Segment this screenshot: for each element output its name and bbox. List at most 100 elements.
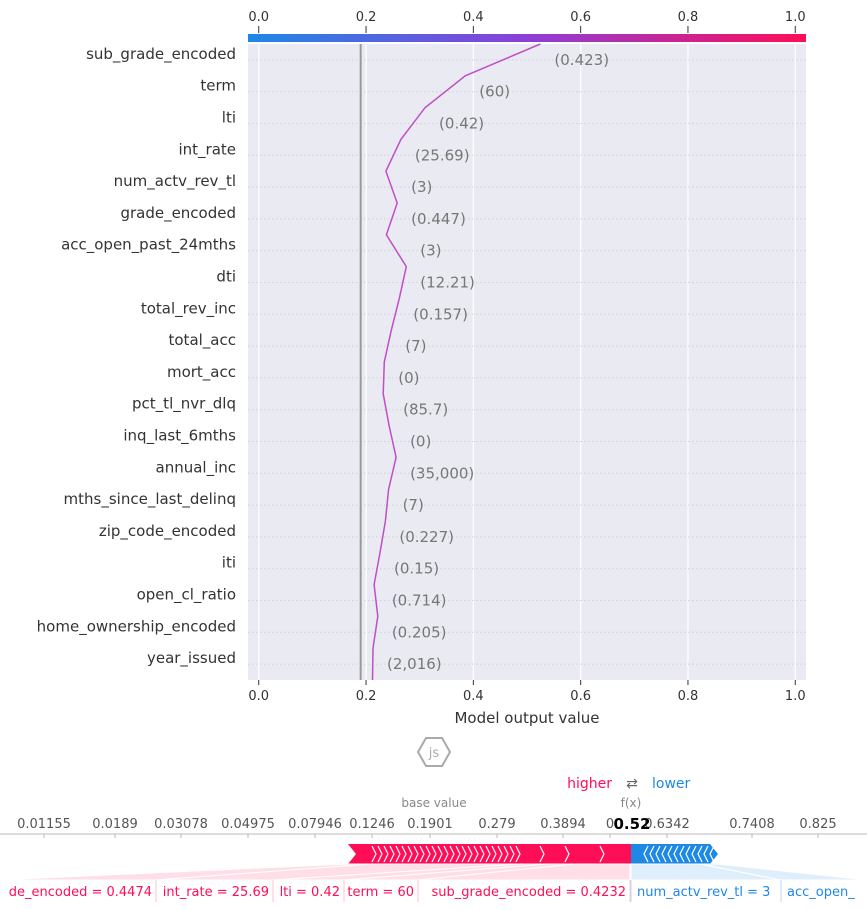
- decision-path: [371, 43, 541, 681]
- feature-value-label: (7): [403, 496, 424, 514]
- positive-chevron: [515, 845, 521, 863]
- negative-chevron: [679, 845, 685, 863]
- positive-chevron: [455, 845, 461, 863]
- positive-chevron: [419, 845, 425, 863]
- top-tick-label: 0.0: [248, 10, 269, 25]
- positive-chevron: [401, 845, 407, 863]
- positive-chevron: [443, 845, 449, 863]
- force-axis-tick-label: 0.1246: [349, 817, 395, 832]
- negative-connector: [699, 863, 867, 881]
- feature-label: zip_code_encoded: [99, 522, 236, 541]
- top-tick-label: 0.6: [570, 10, 591, 25]
- positive-chevron: [431, 845, 437, 863]
- feature-label: dti: [216, 268, 236, 286]
- force-plot: higher ⇄ lower base value f(x) 0.01155 0.0189 0…: [0, 776, 867, 902]
- feature-value-label: (0.447): [411, 210, 466, 228]
- feature-label: lti: [222, 109, 236, 127]
- feature-value-label: (85.7): [403, 401, 448, 419]
- feature-label: num_actv_rev_tl: [114, 172, 236, 191]
- feature-label: total_acc: [169, 331, 237, 350]
- negative-chevron: [667, 845, 673, 863]
- positive-chevron: [491, 845, 497, 863]
- feature-label: inq_last_6mths: [123, 427, 236, 446]
- positive-feature-label: de_encoded = 0.4474: [9, 885, 152, 900]
- positive-chevron: [479, 845, 485, 863]
- positive-chevron: [389, 845, 395, 863]
- bottom-tick-label: 1.0: [785, 689, 806, 704]
- feature-label: total_rev_inc: [141, 299, 236, 318]
- feature-value-label: (0.157): [413, 305, 468, 323]
- feature-value-label: (60): [479, 83, 510, 101]
- force-axis-tick-label: 0.825: [799, 817, 836, 832]
- feature-label: iti: [222, 554, 236, 572]
- positive-chevron: [425, 845, 431, 863]
- negative-chevron: [649, 845, 655, 863]
- plot-background: [248, 44, 806, 680]
- top-tick-label: 0.8: [678, 10, 699, 25]
- top-tick-label: 1.0: [785, 10, 806, 25]
- feature-label: grade_encoded: [120, 204, 236, 223]
- positive-feature-label: sub_grade_encoded = 0.4232: [431, 885, 626, 900]
- positive-chevron: [383, 845, 389, 863]
- legend-lower: lower: [652, 776, 691, 792]
- bottom-tick-label: 0.6: [570, 689, 591, 704]
- feature-label: pct_tl_nvr_dlq: [132, 395, 236, 414]
- feature-value-label: (0.227): [399, 528, 454, 546]
- negative-feature-label: num_actv_rev_tl = 3: [637, 885, 770, 900]
- feature-label: annual_inc: [156, 458, 237, 477]
- positive-chevron: [509, 845, 515, 863]
- legend-higher: higher: [567, 776, 612, 792]
- force-axis-tick-label: 0.6342: [644, 817, 690, 832]
- negative-chevron: [691, 845, 697, 863]
- negative-chevron: [697, 845, 703, 863]
- legend-arrows-icon: ⇄: [626, 776, 638, 792]
- positive-chevron: [564, 845, 570, 863]
- fx-value: 0.52: [613, 815, 650, 833]
- force-axis-tick-label: 0.279: [478, 817, 515, 832]
- feature-label: acc_open_past_24mths: [61, 236, 236, 255]
- feature-value-label: (7): [405, 337, 426, 355]
- js-badge: js: [416, 735, 452, 769]
- feature-value-label: (0.714): [392, 592, 447, 610]
- negative-chevron: [643, 845, 649, 863]
- positive-chevron: [539, 845, 545, 863]
- force-axis-tick-label: 0: [606, 817, 614, 832]
- positive-feature-label: lti = 0.42: [280, 885, 340, 900]
- positive-chevron: [371, 845, 377, 863]
- hexagon-js-icon: js: [416, 737, 452, 767]
- bottom-tick-label: 0.8: [678, 689, 699, 704]
- x-axis-label: Model output value: [454, 709, 599, 727]
- negative-feature-label: acc_open_: [787, 885, 855, 900]
- positive-chevron: [437, 845, 443, 863]
- feature-label: sub_grade_encoded: [86, 45, 236, 64]
- negative-chevron: [709, 845, 715, 863]
- positive-chevron: [497, 845, 503, 863]
- feature-value-label: (3): [420, 242, 441, 260]
- feature-label: mort_acc: [167, 363, 236, 382]
- feature-label: open_cl_ratio: [137, 586, 236, 605]
- positive-feature-label: int_rate = 25.69: [163, 885, 269, 900]
- positive-chevron: [395, 845, 401, 863]
- feature-value-label: (0): [398, 369, 419, 387]
- negative-chevron: [661, 845, 667, 863]
- feature-value-label: (3): [411, 178, 432, 196]
- force-axis-tick-label: 0.0189: [92, 817, 138, 832]
- force-axis-tick-label: 0.7408: [729, 817, 775, 832]
- positive-chevron: [599, 845, 605, 863]
- feature-value-label: (35,000): [410, 464, 474, 482]
- feature-value-label: (2,016): [387, 655, 442, 673]
- force-axis-tick-label: 0.07946: [288, 817, 342, 832]
- feature-label: term: [200, 77, 236, 95]
- negative-chevron: [673, 845, 679, 863]
- feature-value-label: (0.42): [439, 115, 484, 133]
- force-axis-tick-label: 0.01155: [17, 817, 71, 832]
- force-axis-tick-label: 0.04975: [221, 817, 275, 832]
- bottom-tick-label: 0.4: [463, 689, 484, 704]
- feature-value-label: (0.205): [392, 623, 447, 641]
- positive-chevron: [485, 845, 491, 863]
- positive-chevron: [461, 845, 467, 863]
- negative-chevron: [685, 845, 691, 863]
- negative-chevron: [655, 845, 661, 863]
- feature-value-label: (0): [410, 433, 431, 451]
